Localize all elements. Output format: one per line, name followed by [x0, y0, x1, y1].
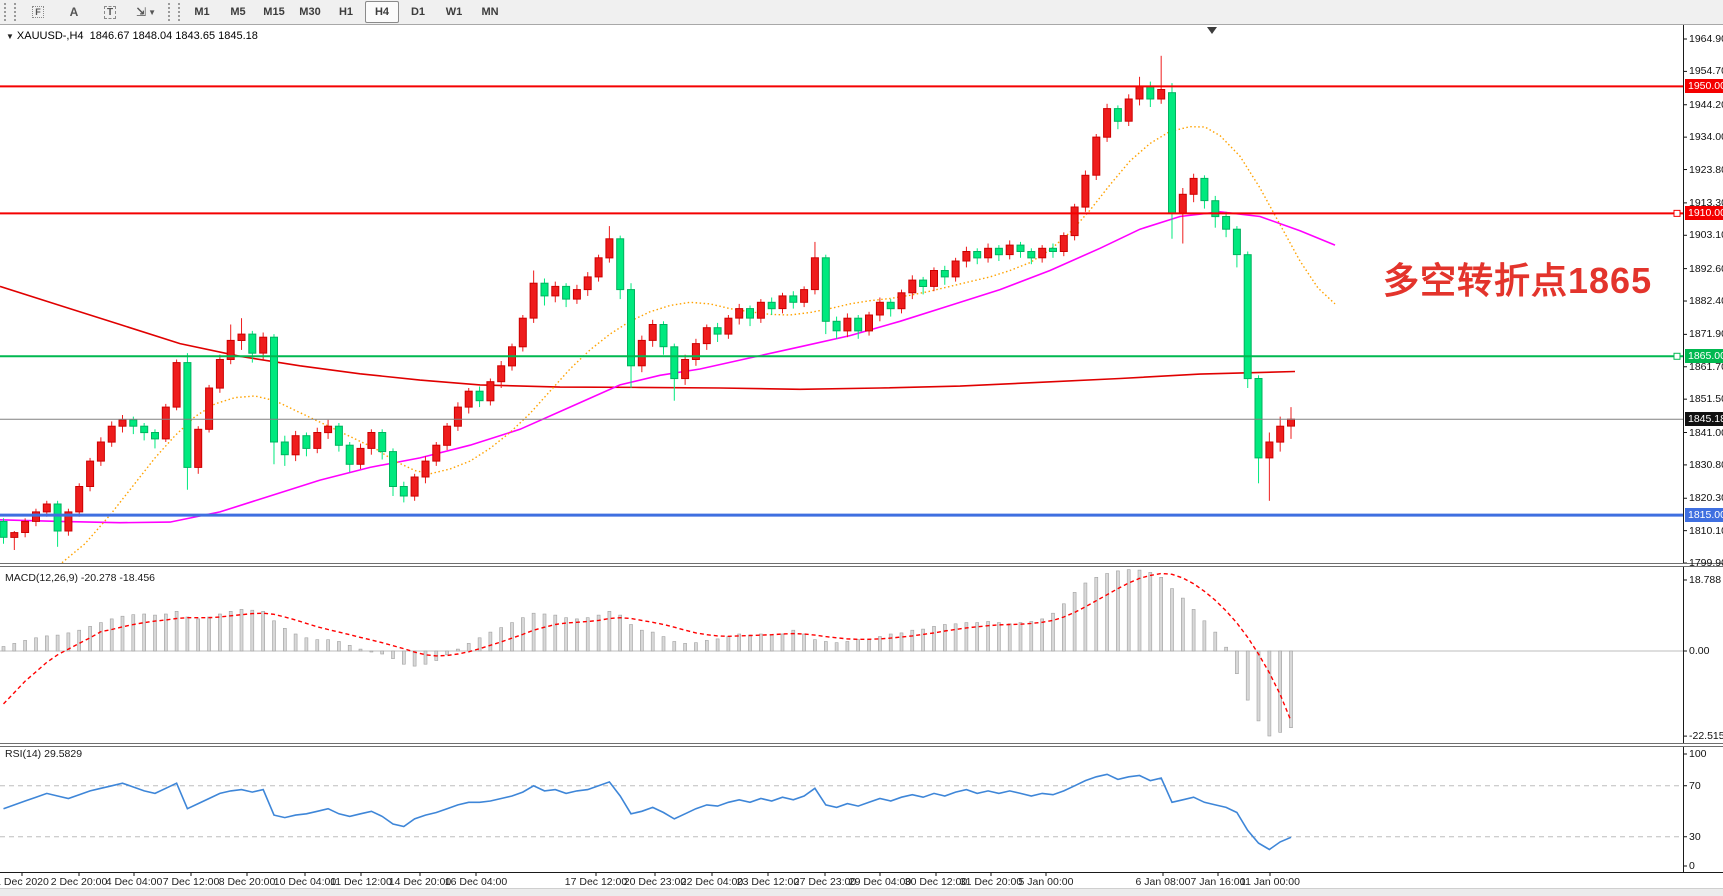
macd-current-values: -20.278 -18.456	[80, 572, 156, 584]
cursor-arrows-icon[interactable]: ⇲ ▼	[129, 1, 163, 23]
symbol-dropdown-icon[interactable]: ▼	[6, 32, 14, 41]
rsi-line	[3, 773, 1292, 851]
timeframe-button-m15[interactable]: M15	[263, 6, 285, 18]
timeframe-button-h1[interactable]: H1	[338, 6, 354, 18]
macd-tick-label: 0.00	[1689, 645, 1710, 657]
price-tick-label: 1841.00	[1689, 426, 1723, 439]
price-tick-label: 1892.60	[1689, 262, 1723, 275]
ma-slow-red	[0, 285, 1296, 391]
timeframe-button-m5[interactable]: M5	[230, 6, 246, 18]
price-level-badge-1950.00: 1950.00	[1685, 79, 1723, 94]
rsi-tick-label: 100	[1689, 748, 1707, 760]
dropdown-caret-icon: ▼	[148, 7, 156, 17]
macd-histogram	[1, 569, 1293, 737]
price-level-badge-1910.00: 1910.00	[1685, 206, 1723, 221]
price-tick-label: 1913.30	[1689, 196, 1723, 209]
price-tick-label: 1903.10	[1689, 229, 1723, 242]
price-tick-label: 1964.90	[1689, 33, 1723, 45]
price-level-badge-1865.00: 1865.00	[1685, 349, 1723, 364]
window-bottom-strip	[0, 888, 1723, 896]
timeframe-button-w1[interactable]: W1	[445, 6, 463, 18]
dock-grid-glyph: F	[32, 6, 44, 18]
dock-grid-icon[interactable]: F	[21, 1, 55, 23]
price-tick-label: 1923.80	[1689, 163, 1723, 176]
time-axis-label: 27 Dec 23:00	[793, 876, 857, 888]
price-tick-label: 1871.90	[1689, 328, 1723, 341]
price-tick-label: 1851.50	[1689, 393, 1723, 406]
time-axis-label: 22 Dec 04:00	[680, 876, 744, 888]
price-axis-border	[1683, 25, 1684, 872]
time-axis-label: 31 Dec 20:00	[959, 876, 1023, 888]
toolbar-grip-icon[interactable]	[4, 3, 16, 21]
time-axis-label: 7 Dec 12:00	[162, 876, 220, 888]
line-handle[interactable]	[1673, 209, 1681, 217]
rsi-indicator-label: RSI(14) 29.5829	[5, 748, 82, 760]
rsi-tick-label: 0	[1689, 860, 1695, 872]
timeframe-button-h4[interactable]: H4	[365, 1, 399, 23]
price-level-badge-1815.00: 1815.00	[1685, 508, 1723, 523]
price-tick-label: 1810.10	[1689, 524, 1723, 537]
time-axis-label: 5 Jan 00:00	[1018, 876, 1074, 888]
panel-divider-macd-rsi[interactable]	[0, 743, 1723, 747]
text-label-icon[interactable]: T	[93, 1, 127, 23]
macd-tick-label: -22.515	[1689, 730, 1723, 743]
macd-indicator-label: MACD(12,26,9) -20.278 -18.456	[5, 572, 155, 584]
rsi-tick-label: 30	[1689, 830, 1701, 843]
time-axis-label: 10 Dec 04:00	[273, 876, 337, 888]
rsi-current-value: 29.5829	[44, 748, 83, 760]
timeframe-button-m30[interactable]: M30	[299, 6, 321, 18]
time-axis-label: 8 Dec 20:00	[218, 876, 276, 888]
chart-shift-marker-icon[interactable]	[1207, 27, 1217, 34]
timeframe-button-m1[interactable]: M1	[194, 6, 210, 18]
macd-tick-label: 18.788	[1689, 573, 1722, 586]
ma-mid-magenta	[0, 210, 1336, 524]
time-axis-label: 23 Dec 12:00	[736, 876, 800, 888]
current-price-badge: 1845.18	[1685, 412, 1723, 427]
timeframe-toolbar: M1 M5 M15 M30 H1 H4 D1 W1 MN	[184, 1, 508, 23]
time-axis-label: 20 Dec 23:00	[623, 876, 687, 888]
time-axis-label: 29 Dec 04:00	[848, 876, 912, 888]
time-axis-label: 16 Dec 04:00	[444, 876, 508, 888]
time-axis-label: 14 Dec 20:00	[388, 876, 452, 888]
time-axis-border	[0, 872, 1723, 873]
chart-annotation-text: 多空转折点1865	[1383, 260, 1653, 301]
price-tick-label: 1882.40	[1689, 295, 1723, 308]
rsi-name: RSI(14)	[5, 748, 42, 760]
price-tick-label: 1944.20	[1689, 98, 1723, 111]
timeframe-button-d1[interactable]: D1	[410, 6, 426, 18]
rsi-tick-label: 70	[1689, 779, 1701, 792]
price-tick-label: 1934.00	[1689, 131, 1723, 144]
price-tick-label: 1830.80	[1689, 458, 1723, 471]
macd-name: MACD(12,26,9)	[5, 572, 78, 584]
time-axis-label: 11 Dec 12:00	[330, 876, 392, 888]
price-tick-label: 1820.30	[1689, 492, 1723, 505]
price-tick-label: 1954.70	[1689, 65, 1723, 78]
time-axis-label: 17 Dec 12:00	[564, 876, 628, 888]
candles-layer	[0, 55, 1295, 550]
time-axis-label: 30 Dec 12:00	[904, 876, 968, 888]
cursor-arrows-glyph: ⇲	[136, 5, 147, 19]
text-label-glyph: T	[103, 5, 117, 19]
macd-signal-line	[2, 572, 1292, 722]
chart-header: ▼ XAUUSD-,H4 1846.67 1848.04 1843.65 1845…	[6, 30, 258, 42]
ohlc-values: 1846.67 1848.04 1843.65 1845.18	[89, 30, 258, 42]
time-axis-label: 4 Dec 04:00	[105, 876, 163, 888]
panel-divider-main-macd[interactable]	[0, 563, 1723, 567]
time-axis-label: 7 Jan 16:00	[1190, 876, 1246, 888]
price-tick-label: 1861.70	[1689, 360, 1723, 373]
timeframe-toolbar-grip-icon[interactable]	[168, 3, 180, 21]
time-axis-label: 6 Jan 08:00	[1135, 876, 1191, 888]
time-axis-label: 1 Dec 2020	[0, 876, 49, 888]
symbol-title: XAUUSD-,H4	[16, 30, 84, 42]
time-axis-label: 11 Jan 00:00	[1240, 876, 1300, 888]
top-toolbar: F A T ⇲ ▼ M1 M5 M15 M30 H1 H4 D1 W1 MN	[0, 0, 1723, 25]
line-handle[interactable]	[1673, 352, 1681, 360]
time-axis-label: 2 Dec 20:00	[50, 876, 108, 888]
font-a-icon[interactable]: A	[69, 5, 79, 19]
price-tick-label: 1799.90	[1689, 557, 1723, 570]
timeframe-button-mn[interactable]: MN	[481, 6, 499, 18]
